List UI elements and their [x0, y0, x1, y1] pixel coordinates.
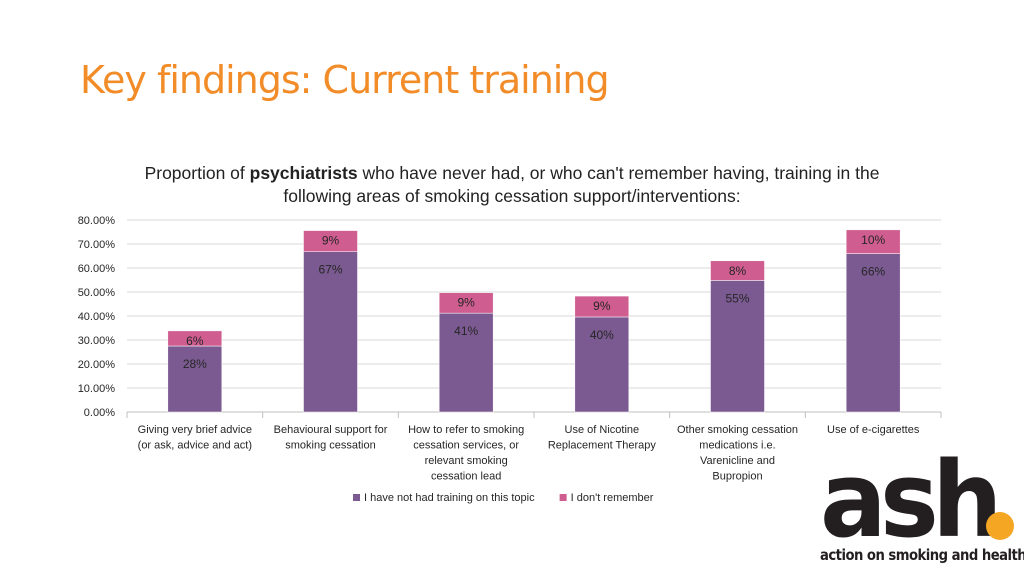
- y-tick-label: 80.00%: [78, 215, 116, 227]
- data-label: 28%: [183, 357, 207, 371]
- x-category-label: How to refer to smoking: [408, 424, 524, 436]
- legend-label: I have not had training on this topic: [364, 492, 535, 504]
- bar-dont-remember: [574, 295, 630, 318]
- x-category-label: medications i.e.: [699, 440, 775, 452]
- data-label: 40%: [590, 328, 614, 342]
- logo-wordmark: ash: [820, 439, 1003, 561]
- ash-logo: ash action on smoking and health: [820, 439, 1024, 572]
- slide-title: Key findings: Current training: [80, 58, 610, 102]
- x-category-label: Giving very brief advice: [138, 424, 252, 436]
- data-label: 67%: [318, 263, 342, 277]
- chart-title-suffix: who have never had, or who can't remembe…: [283, 163, 880, 206]
- y-tick-label: 50.00%: [78, 287, 116, 299]
- x-category-label: Use of e-cigarettes: [827, 424, 920, 436]
- y-tick-label: 60.00%: [78, 263, 116, 275]
- data-label: 6%: [186, 334, 204, 348]
- data-label: 41%: [454, 324, 478, 338]
- x-category-label: Other smoking cessation: [677, 424, 798, 436]
- bar-not-trained: [574, 316, 630, 413]
- y-tick-label: 30.00%: [78, 335, 116, 347]
- data-label: 55%: [725, 291, 749, 305]
- x-category-label: Behavioural support for: [274, 424, 388, 436]
- x-category-label: Bupropion: [712, 471, 762, 483]
- x-category-label: Varenicline and: [700, 455, 775, 467]
- bar-not-trained: [438, 312, 494, 413]
- chart-title-prefix: Proportion of: [144, 163, 250, 183]
- y-tick-label: 70.00%: [78, 239, 116, 251]
- y-tick-label: 10.00%: [78, 383, 116, 395]
- bar-dont-remember: [167, 330, 223, 347]
- data-label: 66%: [861, 265, 885, 279]
- x-category-label: smoking cessation: [285, 440, 376, 452]
- x-category-label: relevant smoking: [425, 455, 508, 467]
- y-tick-label: 40.00%: [78, 311, 116, 323]
- bar-not-trained: [845, 253, 901, 413]
- logo-dot-icon: [986, 512, 1014, 540]
- y-tick-label: 20.00%: [78, 359, 116, 371]
- x-category-label: cessation services, or: [413, 440, 519, 452]
- data-label: 9%: [593, 299, 611, 313]
- legend-swatch-dont-remember: [559, 494, 567, 501]
- data-label: 10%: [861, 233, 885, 247]
- legend-swatch-not-trained: [353, 494, 360, 501]
- chart-title: Proportion of psychiatrists who have nev…: [130, 162, 894, 208]
- bar-not-trained: [303, 251, 358, 413]
- logo-tagline: action on smoking and health: [820, 546, 1024, 564]
- bar-dont-remember: [303, 230, 358, 252]
- data-label: 9%: [457, 296, 475, 310]
- data-label: 8%: [729, 264, 747, 278]
- y-tick-label: 0.00%: [84, 407, 115, 419]
- x-category-label: cessation lead: [431, 471, 501, 483]
- bar-dont-remember: [845, 229, 901, 254]
- bar-dont-remember: [710, 260, 765, 281]
- x-category-label: Use of Nicotine: [565, 424, 640, 436]
- x-category-label: Replacement Therapy: [548, 440, 657, 452]
- chart-title-emphasis: psychiatrists: [249, 163, 358, 183]
- bar-not-trained: [710, 280, 765, 413]
- legend-label: I don't remember: [571, 492, 654, 504]
- bar-dont-remember: [438, 292, 494, 314]
- x-category-label: (or ask, advice and act): [138, 440, 252, 452]
- bar-not-trained: [167, 345, 223, 413]
- data-label: 9%: [322, 234, 340, 248]
